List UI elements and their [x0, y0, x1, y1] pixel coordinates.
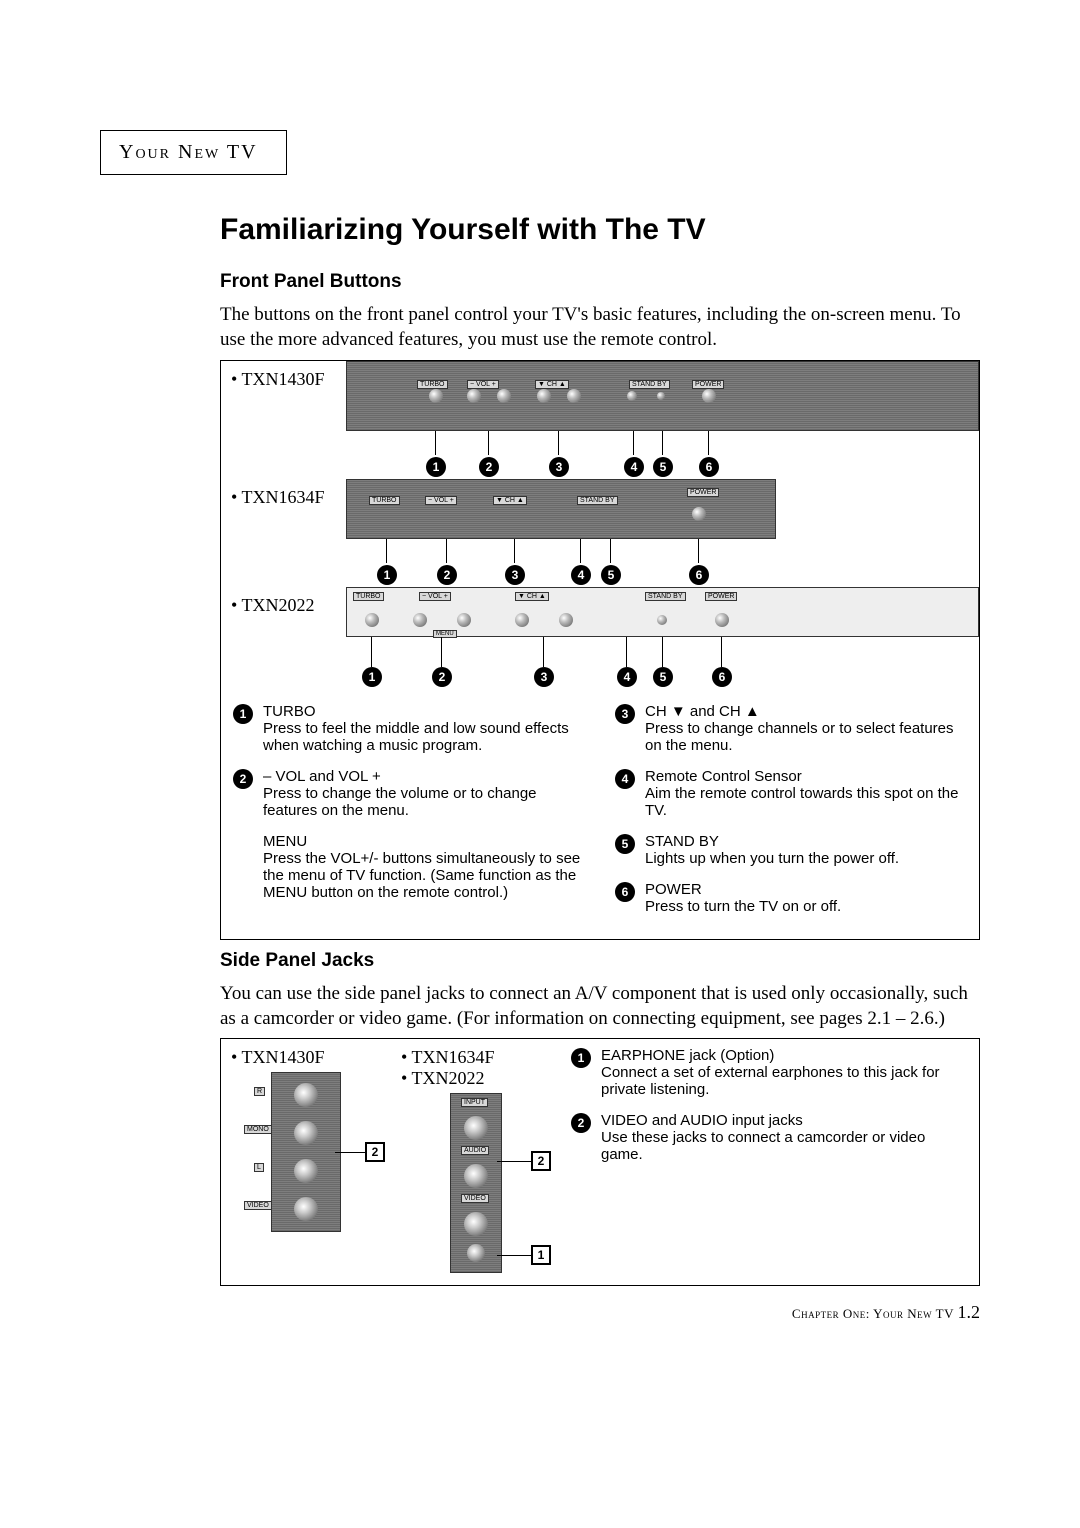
legend-title: VIDEO and AUDIO input jacks [601, 1112, 969, 1129]
side-diagram-txn1430f: • TXN1430F R MONO L VIDEO 2 [221, 1039, 391, 1285]
model-label: • TXN2022 [221, 587, 346, 616]
legend-item: 4 Remote Control Sensor Aim the remote c… [615, 768, 967, 819]
legend-desc: Press to turn the TV on or off. [645, 898, 967, 915]
page-footer: Chapter One: Your New TV 1.2 [220, 1302, 980, 1323]
model-label: • TXN1430F [231, 1047, 381, 1068]
legend-desc: Press to change channels or to select fe… [645, 720, 967, 754]
legend-desc: Press to change the volume or to change … [263, 785, 585, 819]
model-label: • TXN1430F [221, 361, 346, 390]
jack-panel: INPUT AUDIO VIDEO [450, 1093, 502, 1273]
legend-item: 1 TURBO Press to feel the middle and low… [233, 703, 585, 754]
footer-page: 1.2 [958, 1302, 981, 1322]
legend-title: TURBO [263, 703, 585, 720]
model-label: • TXN1634F [401, 1047, 551, 1068]
side-panel-legend: 1 EARPHONE jack (Option) Connect a set o… [561, 1039, 979, 1285]
front-panel-heading: Front Panel Buttons [220, 271, 980, 293]
model-label: • TXN1634F [221, 479, 346, 508]
footer-chapter: Chapter One: Your New TV [792, 1306, 954, 1321]
legend-item: 2 VIDEO and AUDIO input jacks Use these … [571, 1112, 969, 1163]
callout-row: 1 2 3 4 5 6 [346, 637, 979, 689]
page-title: Familiarizing Yourself with The TV [220, 213, 980, 247]
legend-desc: Connect a set of external earphones to t… [601, 1064, 969, 1098]
legend-item: 2 – VOL and VOL + Press to change the vo… [233, 768, 585, 819]
legend-col-right: 3 CH ▼ and CH ▲ Press to change channels… [615, 703, 967, 929]
legend-item: 3 CH ▼ and CH ▲ Press to change channels… [615, 703, 967, 754]
page-content: Familiarizing Yourself with The TV Front… [220, 213, 980, 1323]
callout-1: 1 [531, 1245, 551, 1265]
front-panel-diagram: TURBO − VOL + ▼ CH ▲ STAND BY POWER [346, 479, 776, 539]
legend-desc: Aim the remote control towards this spot… [645, 785, 967, 819]
legend-col-left: 1 TURBO Press to feel the middle and low… [233, 703, 585, 929]
front-panel-diagram: TURBO − VOL + ▼ CH ▲ STAND BY POWER [346, 361, 979, 431]
side-diagram-txn1634f-2022: • TXN1634F • TXN2022 INPUT AUDIO VIDEO 2… [391, 1039, 561, 1285]
legend-desc: Press the VOL+/- buttons simultaneously … [263, 850, 585, 901]
legend-title: POWER [645, 881, 967, 898]
front-panel-legend: 1 TURBO Press to feel the middle and low… [221, 699, 979, 939]
legend-item: MENU Press the VOL+/- buttons simultaneo… [233, 833, 585, 901]
legend-title: Remote Control Sensor [645, 768, 967, 785]
legend-item: 1 EARPHONE jack (Option) Connect a set o… [571, 1047, 969, 1098]
diagram-row-txn1430f: • TXN1430F TURBO − VOL + ▼ CH ▲ STAND BY… [221, 361, 979, 479]
legend-title: – VOL and VOL + [263, 768, 585, 785]
legend-title: EARPHONE jack (Option) [601, 1047, 969, 1064]
legend-desc: Use these jacks to connect a camcorder o… [601, 1129, 969, 1163]
side-panel-intro: You can use the side panel jacks to conn… [220, 982, 980, 1031]
callout-row: 1 2 3 4 5 6 [346, 431, 979, 479]
legend-desc: Lights up when you turn the power off. [645, 850, 967, 867]
front-panel-diagrams: • TXN1430F TURBO − VOL + ▼ CH ▲ STAND BY… [220, 360, 980, 940]
side-panel-diagrams: • TXN1430F R MONO L VIDEO 2 • TXN1634F •… [220, 1038, 980, 1286]
jack-panel: R MONO L VIDEO [271, 1072, 341, 1232]
callout-2: 2 [365, 1142, 385, 1162]
section-tab: Your New TV [100, 130, 287, 175]
callout-2: 2 [531, 1151, 551, 1171]
legend-item: 5 STAND BY Lights up when you turn the p… [615, 833, 967, 867]
legend-title: CH ▼ and CH ▲ [645, 703, 967, 720]
legend-desc: Press to feel the middle and low sound e… [263, 720, 585, 754]
legend-title: MENU [263, 833, 585, 850]
diagram-row-txn1634f: • TXN1634F TURBO − VOL + ▼ CH ▲ STAND BY… [221, 479, 979, 587]
callout-row: 1 2 3 4 5 6 [346, 539, 979, 587]
section-tab-label: Your New TV [119, 141, 258, 163]
model-label: • TXN2022 [401, 1068, 551, 1089]
side-panel-heading: Side Panel Jacks [220, 950, 980, 972]
diagram-row-txn2022: • TXN2022 TURBO − VOL + ▼ CH ▲ STAND BY … [221, 587, 979, 689]
legend-item: 6 POWER Press to turn the TV on or off. [615, 881, 967, 915]
front-panel-diagram: TURBO − VOL + ▼ CH ▲ STAND BY POWER MENU [346, 587, 979, 637]
legend-title: STAND BY [645, 833, 967, 850]
front-panel-intro: The buttons on the front panel control y… [220, 303, 980, 352]
